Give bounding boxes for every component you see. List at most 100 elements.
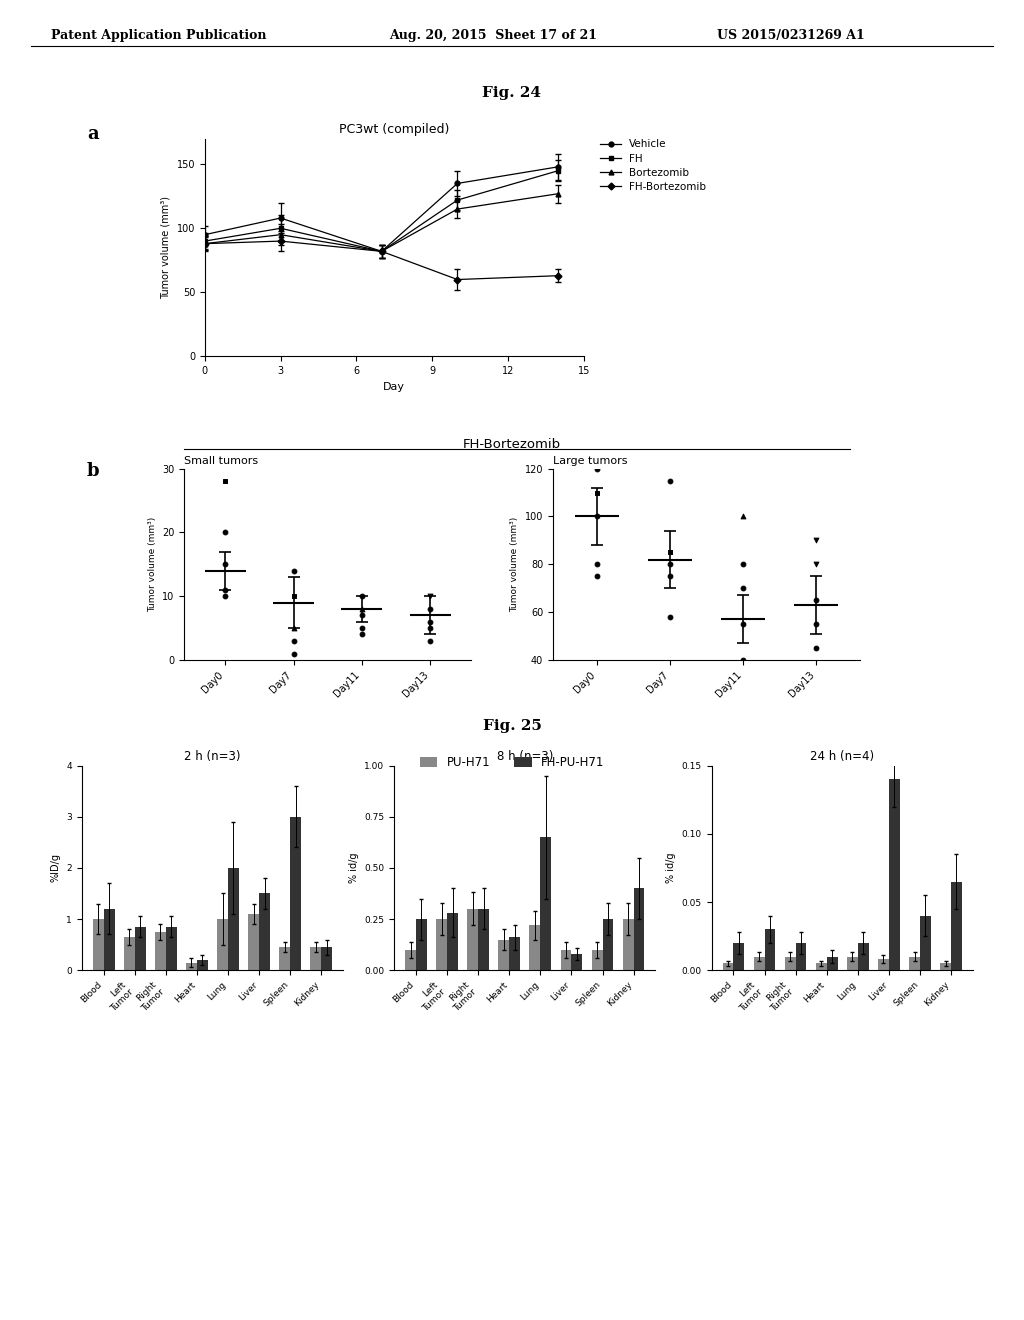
Point: [662, 470, 678, 491]
Point: [353, 605, 370, 626]
Point: [422, 618, 438, 639]
Point: [662, 541, 678, 562]
Bar: [826, 957, 838, 970]
Bar: [733, 942, 744, 970]
Title: 2 h (n=3): 2 h (n=3): [184, 750, 241, 763]
Text: b: b: [87, 462, 99, 480]
Bar: [602, 919, 613, 970]
Bar: [155, 932, 166, 970]
Bar: [509, 937, 520, 970]
Bar: [416, 919, 427, 970]
Bar: [592, 950, 602, 970]
Point: [422, 631, 438, 652]
Point: [353, 624, 370, 645]
Point: [217, 521, 233, 543]
X-axis label: Day: Day: [383, 381, 406, 392]
Bar: [228, 869, 239, 970]
Point: [662, 554, 678, 576]
Bar: [634, 888, 644, 970]
Bar: [322, 948, 332, 970]
Legend: Vehicle, FH, Bortezomib, FH-Bortezomib: Vehicle, FH, Bortezomib, FH-Bortezomib: [600, 140, 707, 191]
Point: [589, 482, 605, 503]
Bar: [784, 957, 796, 970]
Point: [735, 649, 752, 671]
Bar: [765, 929, 775, 970]
Point: [735, 578, 752, 599]
Bar: [541, 837, 551, 970]
Point: [353, 618, 370, 639]
Point: [286, 618, 302, 639]
Bar: [217, 919, 228, 970]
Point: [808, 554, 824, 576]
Text: FH-Bortezomib: FH-Bortezomib: [463, 438, 561, 451]
Y-axis label: Tumor volume (mm³): Tumor volume (mm³): [510, 516, 519, 612]
Title: 24 h (n=4): 24 h (n=4): [810, 750, 874, 763]
Point: [662, 606, 678, 627]
Bar: [248, 913, 259, 970]
Point: [589, 566, 605, 587]
Bar: [280, 948, 290, 970]
Point: [662, 566, 678, 587]
Y-axis label: Tumor volume (mm³): Tumor volume (mm³): [147, 516, 157, 612]
Bar: [135, 927, 145, 970]
Bar: [560, 950, 571, 970]
Bar: [723, 964, 733, 970]
Bar: [889, 779, 900, 970]
Text: Large tumors: Large tumors: [553, 457, 628, 466]
Bar: [920, 916, 931, 970]
Point: [353, 598, 370, 619]
Point: [286, 586, 302, 607]
Text: Fig. 25: Fig. 25: [482, 719, 542, 734]
Bar: [478, 908, 489, 970]
Bar: [909, 957, 920, 970]
Point: [422, 598, 438, 619]
Y-axis label: %ID/g: %ID/g: [51, 854, 60, 882]
Y-axis label: Tumor volume (mm³): Tumor volume (mm³): [161, 195, 171, 300]
Text: Fig. 24: Fig. 24: [482, 86, 542, 100]
Point: [808, 614, 824, 635]
Text: a: a: [87, 125, 98, 144]
Text: Small tumors: Small tumors: [184, 457, 258, 466]
Point: [422, 586, 438, 607]
Point: [286, 560, 302, 581]
Bar: [166, 927, 177, 970]
Bar: [103, 908, 115, 970]
Point: [217, 554, 233, 576]
Text: Aug. 20, 2015  Sheet 17 of 21: Aug. 20, 2015 Sheet 17 of 21: [389, 29, 597, 42]
Point: [808, 590, 824, 611]
Title: PC3wt (compiled): PC3wt (compiled): [339, 123, 450, 136]
Point: [589, 458, 605, 479]
Point: [353, 586, 370, 607]
Bar: [259, 894, 270, 970]
Point: [589, 506, 605, 527]
Bar: [499, 940, 509, 970]
Bar: [467, 908, 478, 970]
Point: [422, 611, 438, 632]
Y-axis label: % id/g: % id/g: [349, 853, 358, 883]
Bar: [447, 913, 458, 970]
Point: [286, 643, 302, 664]
Bar: [623, 919, 634, 970]
Point: [217, 579, 233, 601]
Bar: [878, 960, 889, 970]
Bar: [436, 919, 447, 970]
Bar: [197, 960, 208, 970]
Text: US 2015/0231269 A1: US 2015/0231269 A1: [717, 29, 864, 42]
Bar: [310, 948, 322, 970]
Point: [217, 471, 233, 492]
Point: [735, 554, 752, 576]
Point: [808, 638, 824, 659]
Text: Patent Application Publication: Patent Application Publication: [51, 29, 266, 42]
Bar: [406, 950, 416, 970]
Bar: [951, 882, 962, 970]
Bar: [529, 925, 541, 970]
Point: [735, 614, 752, 635]
Bar: [796, 942, 807, 970]
Bar: [290, 817, 301, 970]
Bar: [93, 919, 103, 970]
Bar: [186, 962, 197, 970]
Point: [217, 586, 233, 607]
Point: [589, 554, 605, 576]
Legend: PU-H71, FH-PU-H71: PU-H71, FH-PU-H71: [415, 751, 609, 774]
Point: [808, 529, 824, 550]
